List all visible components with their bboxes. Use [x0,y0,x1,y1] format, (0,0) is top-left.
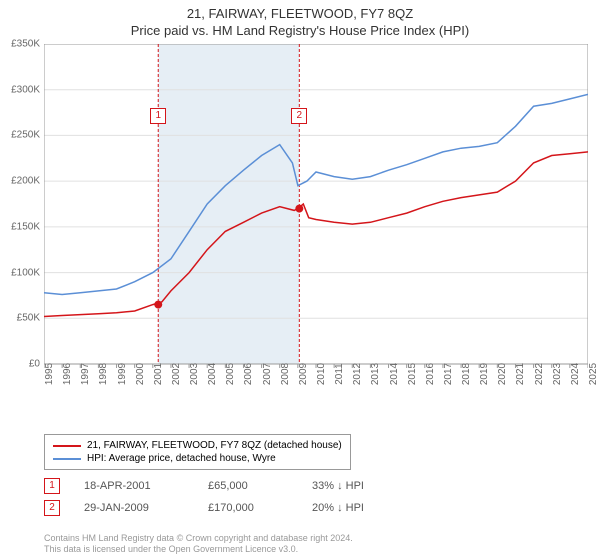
x-axis-label: 2006 [243,363,254,385]
legend-label-0: 21, FAIRWAY, FLEETWOOD, FY7 8QZ (detache… [87,440,342,451]
sale-pct-1: 33% ↓ HPI [312,480,392,492]
footer-line-1: Contains HM Land Registry data © Crown c… [44,533,353,545]
x-axis-label: 2014 [389,363,400,385]
x-axis-label: 2004 [207,363,218,385]
x-axis-label: 2015 [407,363,418,385]
sale-marker-1: 1 [44,478,60,494]
x-axis-label: 2016 [425,363,436,385]
chart-container: 21, FAIRWAY, FLEETWOOD, FY7 8QZ Price pa… [0,0,600,560]
footer: Contains HM Land Registry data © Crown c… [44,533,353,556]
x-axis-label: 2005 [225,363,236,385]
y-axis-label: £100K [0,267,40,278]
x-axis-label: 2010 [316,363,327,385]
x-axis-label: 2019 [479,363,490,385]
chart-marker-1: 1 [150,108,166,124]
sale-price-2: £170,000 [208,502,288,514]
legend-row: 21, FAIRWAY, FLEETWOOD, FY7 8QZ (detache… [53,439,342,452]
x-axis-label: 2009 [298,363,309,385]
x-axis-label: 2003 [189,363,200,385]
chart-marker-2: 2 [291,108,307,124]
x-axis-label: 2001 [153,363,164,385]
sale-pct-2: 20% ↓ HPI [312,502,392,514]
legend-label-1: HPI: Average price, detached house, Wyre [87,453,276,464]
sales-table: 1 18-APR-2001 £65,000 33% ↓ HPI 2 29-JAN… [44,478,392,522]
x-axis-label: 2020 [497,363,508,385]
chart-svg [44,44,588,404]
x-axis-label: 2022 [534,363,545,385]
chart-title: 21, FAIRWAY, FLEETWOOD, FY7 8QZ [0,0,600,21]
y-axis-label: £0 [0,359,40,370]
y-axis-label: £200K [0,176,40,187]
y-axis-label: £250K [0,130,40,141]
legend-row: HPI: Average price, detached house, Wyre [53,452,342,465]
x-axis-label: 2011 [334,363,345,385]
x-axis-label: 2008 [280,363,291,385]
x-axis-label: 2025 [588,363,599,385]
x-axis-label: 2021 [515,363,526,385]
sale-row-1: 1 18-APR-2001 £65,000 33% ↓ HPI [44,478,392,494]
x-axis-label: 1996 [62,363,73,385]
footer-line-2: This data is licensed under the Open Gov… [44,544,353,556]
x-axis-label: 1998 [98,363,109,385]
sale-row-2: 2 29-JAN-2009 £170,000 20% ↓ HPI [44,500,392,516]
x-axis-label: 1997 [80,363,91,385]
sale-date-2: 29-JAN-2009 [84,502,184,514]
x-axis-label: 2013 [370,363,381,385]
legend: 21, FAIRWAY, FLEETWOOD, FY7 8QZ (detache… [44,434,351,470]
chart-area: 12£0£50K£100K£150K£200K£250K£300K£350K19… [44,44,588,394]
x-axis-label: 2002 [171,363,182,385]
legend-swatch-0 [53,445,81,447]
x-axis-label: 2000 [135,363,146,385]
x-axis-label: 1999 [117,363,128,385]
legend-swatch-1 [53,458,81,460]
sale-date-1: 18-APR-2001 [84,480,184,492]
sale-price-1: £65,000 [208,480,288,492]
x-axis-label: 2024 [570,363,581,385]
x-axis-label: 2012 [352,363,363,385]
y-axis-label: £150K [0,221,40,232]
x-axis-label: 2023 [552,363,563,385]
x-axis-label: 2007 [262,363,273,385]
y-axis-label: £350K [0,39,40,50]
y-axis-label: £50K [0,313,40,324]
sale-marker-2: 2 [44,500,60,516]
chart-subtitle: Price paid vs. HM Land Registry's House … [0,21,600,38]
x-axis-label: 1995 [44,363,55,385]
y-axis-label: £300K [0,84,40,95]
x-axis-label: 2017 [443,363,454,385]
x-axis-label: 2018 [461,363,472,385]
